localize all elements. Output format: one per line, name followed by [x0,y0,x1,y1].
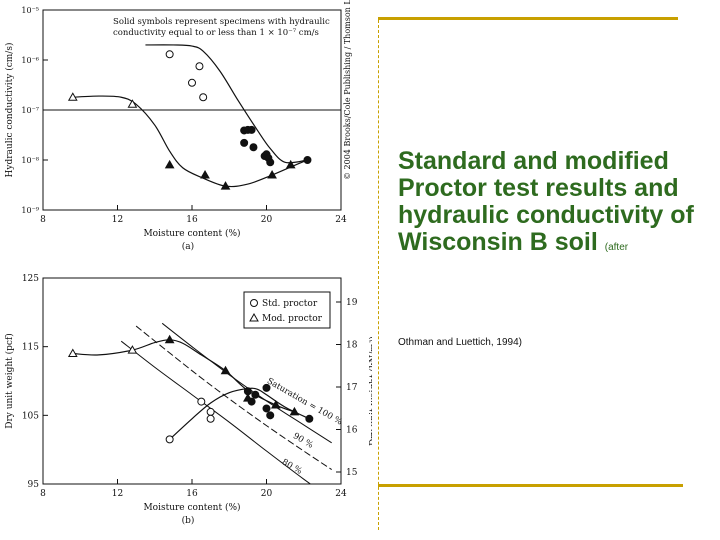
top-accent-rule [378,17,678,20]
chart-a-x-label: Moisture content (%) [143,228,240,239]
chart-b-y-tick-label: 115 [22,343,39,353]
bottom-accent-rule [378,484,683,487]
chart-a-data-point [267,170,277,179]
chart-b-y-tick-label: 95 [28,480,40,490]
chart-b-compaction-curve [72,339,295,413]
chart-b-data-point [270,400,281,409]
chart-a-data-point [164,159,175,169]
chart-b-data-point [266,411,275,420]
chart-a-data-point [165,50,174,59]
chart-b-data-point [243,393,253,402]
chart-b-saturation-label: 80 % [280,457,304,476]
chart-b-saturation-line [161,322,332,444]
chart-b-data-point [197,397,206,406]
chart-a-y-tick-label: 10⁻⁷ [21,106,39,115]
chart-b-saturation-line [120,340,312,484]
chart-b-right-tick-label: 15 [346,468,358,478]
chart-a-annotation-line: conductivity equal to or less than 1 × 1… [113,28,319,38]
chart-b-data-point [127,345,138,354]
chart-b-y-label-right: Dry unit weight (kN/m³) [368,336,372,446]
chart-a-data-point [188,78,196,87]
chart-b-right-tick-label: 16 [346,426,358,436]
chart-b-data-point [251,390,260,399]
chart-a-data-point [285,159,296,169]
chart-b-x-tick-label: 8 [40,489,46,499]
chart-a-x-tick-label: 24 [335,215,347,225]
chart-b-data-point [165,435,174,444]
chart-b-legend-marker [249,312,259,322]
chart-a-data-point [199,93,208,102]
chart-b-legend-box [243,291,331,329]
chart-a-data-point [303,156,312,164]
chart-b-data-point [262,383,271,392]
chart-b-y-tick-label: 125 [22,274,39,284]
chart-b-data-point [262,404,271,413]
chart-a-data-point [249,143,258,152]
figure: 8 12 16 20 24 10⁻⁹ 10⁻⁸ 10⁻⁷ 10⁻⁶ 10⁻⁵ Solid symbo… [4,0,372,526]
chart-a-y-label: Hydraulic conductivity (cm/s) [4,43,15,178]
chart-b-right-tick-label: 18 [346,341,358,351]
chart-a-data-point [240,138,249,147]
chart-b-data-point [67,348,78,358]
chart-a-data-point [266,158,275,167]
chart-a-x-tick-label: 16 [186,215,198,225]
chart-b-data-point [206,414,215,423]
slide-title: Standard and modified Proctor test resul… [398,148,698,261]
chart-b-data-point [220,365,231,375]
chart-b-x-tick-label: 12 [112,489,123,499]
chart-b-right-tick-label: 19 [346,298,358,308]
chart-a-data-point [195,62,204,71]
chart-b-legend-label: Mod. proctor [262,314,323,324]
chart-b-data-point [305,414,314,423]
chart-a-annotation-line: Solid symbols represent specimens with h… [113,17,330,27]
chart-a-y-tick-label: 10⁻⁶ [21,56,39,65]
chart-a-fit-curve [145,44,308,164]
chart-b: 8 12 16 20 24951051151251516171819Saturation… [4,274,372,526]
chart-b-saturation-label: 90 % [291,431,315,450]
chart-a: 8 12 16 20 24 10⁻⁹ 10⁻⁸ 10⁻⁷ 10⁻⁶ 10⁻⁵ Solid symbo… [4,6,347,252]
chart-b-data-point [164,334,175,344]
chart-b-x-tick-label: 20 [261,489,273,499]
chart-a-x-tick-label: 20 [261,215,273,225]
slide-title-aside: (after [604,242,629,253]
chart-a-y-tick-label: 10⁻⁵ [21,6,39,15]
vertical-accent-rule [378,20,380,530]
chart-b-x-tick-label: 16 [186,489,198,499]
chart-b-legend-marker [250,299,258,307]
chart-a-data-point [127,99,138,108]
chart-b-right-tick-label: 17 [346,383,358,393]
chart-a-caption: (a) [182,241,194,252]
chart-b-saturation-line [135,325,332,470]
chart-b-y-tick-label: 105 [22,411,39,421]
chart-b-y-label: Dry unit weight (pcf) [4,333,15,429]
slide-title-text: Standard and modified Proctor test resul… [398,147,694,256]
chart-a-data-point [67,92,78,101]
chart-a-x-tick-label: 12 [112,215,123,225]
chart-b-legend-label: Std. proctor [262,299,318,309]
chart-a-data-point [247,125,256,134]
chart-b-caption: (b) [182,515,195,526]
chart-b-x-label: Moisture content (%) [143,502,240,513]
copyright-note: © 2004 Brooks/Cole Publishing / Thomson … [343,0,352,180]
chart-a-y-tick-label: 10⁻⁸ [21,156,39,165]
chart-a-data-point [220,181,231,190]
chart-a-x-tick-label: 8 [40,215,46,225]
chart-b-data-point [289,406,300,416]
citation: Othman and Luettich, 1994) [398,337,522,348]
chart-b-x-tick-label: 24 [335,489,347,499]
chart-b-data-point [206,407,215,416]
chart-a-data-point [200,170,210,179]
chart-a-annotation: Solid symbols represent specimens with h… [113,17,330,38]
chart-a-y-tick-label: 10⁻⁹ [21,206,39,215]
